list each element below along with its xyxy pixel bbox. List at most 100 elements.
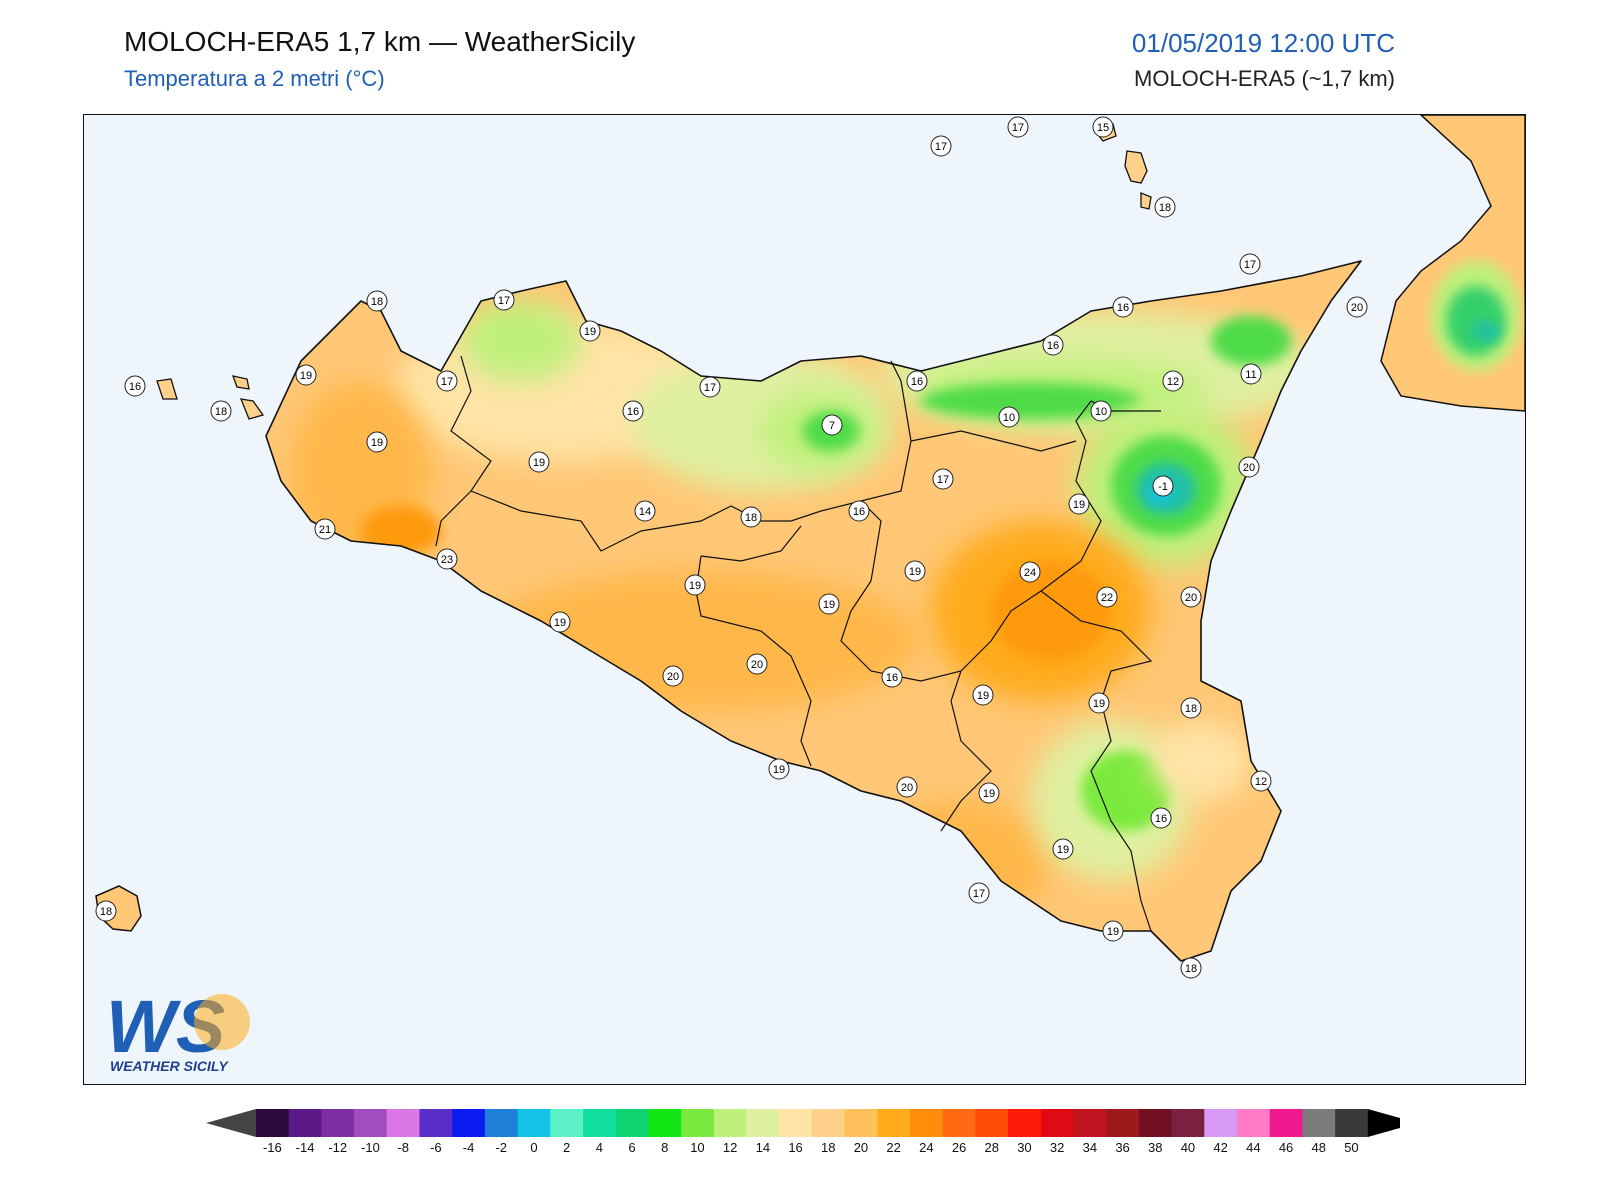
colorbar-label: 40 bbox=[1181, 1140, 1195, 1155]
station-marker: 19 bbox=[978, 782, 1000, 804]
colorbar-swatch bbox=[517, 1109, 551, 1137]
station-marker: 19 bbox=[295, 364, 317, 386]
station-value: 19 bbox=[909, 566, 921, 578]
station-marker: 17 bbox=[699, 376, 721, 398]
station-value: 17 bbox=[937, 474, 949, 486]
station-value: 16 bbox=[853, 506, 865, 518]
station-marker: 18 bbox=[740, 506, 762, 528]
colorbar-min-arrow bbox=[206, 1109, 256, 1137]
colorbar-label: -12 bbox=[328, 1140, 347, 1155]
station-value: 17 bbox=[498, 295, 510, 307]
station-marker: 19 bbox=[1068, 493, 1090, 515]
station-value: 17 bbox=[704, 382, 716, 394]
colorbar-swatch bbox=[1008, 1109, 1042, 1137]
colorbar-label: 22 bbox=[886, 1140, 900, 1155]
station-marker: 20 bbox=[662, 665, 684, 687]
station-marker: 15 bbox=[1092, 116, 1114, 138]
colorbar-swatch bbox=[583, 1109, 617, 1137]
colorbar-label: 20 bbox=[854, 1140, 868, 1155]
colorbar-swatch bbox=[648, 1109, 682, 1137]
colorbar-label: 42 bbox=[1213, 1140, 1227, 1155]
colorbar-swatch bbox=[550, 1109, 584, 1137]
colorbar-label: 36 bbox=[1115, 1140, 1129, 1155]
colorbar-swatch bbox=[256, 1109, 290, 1137]
station-value: -1 bbox=[1158, 481, 1168, 493]
colorbar-label: 28 bbox=[985, 1140, 999, 1155]
station-marker: 16 bbox=[622, 400, 644, 422]
station-marker: 20 bbox=[1238, 456, 1260, 478]
station-marker: 20 bbox=[1180, 586, 1202, 608]
station-marker: 19 bbox=[1102, 920, 1124, 942]
station-value: 20 bbox=[751, 659, 763, 671]
sicily-landmass bbox=[265, 260, 1362, 962]
colorbar-swatch bbox=[321, 1109, 355, 1137]
station-value: 19 bbox=[554, 617, 566, 629]
station-value: 18 bbox=[1185, 963, 1197, 975]
station-value: 18 bbox=[215, 406, 227, 418]
station-marker: 12 bbox=[1162, 370, 1184, 392]
station-value: 17 bbox=[935, 141, 947, 153]
station-marker: 19 bbox=[818, 593, 840, 615]
colorbar-labels: -16 -14 -12 -10 -8 -6 -4 -2 0 2 4 6 8 10 12 14 16 18 20 22 2… bbox=[263, 1140, 1359, 1155]
colorbar-label: -8 bbox=[397, 1140, 409, 1155]
colorbar-swatch bbox=[746, 1109, 780, 1137]
colorbar-swatch bbox=[1237, 1109, 1271, 1137]
station-marker: 20 bbox=[1346, 296, 1368, 318]
station-marker: 19 bbox=[684, 574, 706, 596]
colorbar-label: 2 bbox=[563, 1140, 570, 1155]
station-value: 14 bbox=[639, 506, 651, 518]
station-value: 16 bbox=[1155, 813, 1167, 825]
station-value: 19 bbox=[300, 370, 312, 382]
station-value: 11 bbox=[1245, 369, 1256, 381]
station-value: 17 bbox=[1012, 122, 1024, 134]
colorbar-swatch bbox=[1073, 1109, 1107, 1137]
station-marker: 19 bbox=[768, 758, 790, 780]
station-value: 24 bbox=[1024, 567, 1036, 579]
station-value: 18 bbox=[745, 512, 757, 524]
station-marker: 18 bbox=[1180, 957, 1202, 979]
station-marker: 10 bbox=[998, 406, 1020, 428]
station-marker: 12 bbox=[1250, 770, 1272, 792]
station-marker: 18 bbox=[1154, 196, 1176, 218]
station-marker: 16 bbox=[1042, 334, 1064, 356]
colorbar-label: 18 bbox=[821, 1140, 835, 1155]
station-value: 18 bbox=[371, 296, 383, 308]
station-value: 19 bbox=[983, 788, 995, 800]
colorbar-label: -4 bbox=[463, 1140, 475, 1155]
station-value: 20 bbox=[901, 782, 913, 794]
logo-caption: WEATHER SICILY bbox=[110, 1058, 228, 1074]
station-value: 19 bbox=[371, 437, 383, 449]
station-value: 18 bbox=[1185, 703, 1197, 715]
station-marker: 17 bbox=[932, 468, 954, 490]
station-value: 16 bbox=[1117, 302, 1129, 314]
map-panel: 17 17 15 18 17 16 20 18 17 19 16 19 18 1… bbox=[83, 114, 1526, 1085]
station-marker: 19 bbox=[549, 611, 571, 633]
station-marker: 17 bbox=[493, 289, 515, 311]
colorbar-swatch bbox=[484, 1109, 519, 1137]
colorbar-swatch bbox=[1171, 1109, 1205, 1137]
colorbar-label: 16 bbox=[788, 1140, 802, 1155]
station-marker: 18 bbox=[210, 400, 232, 422]
station-marker: 19 bbox=[366, 431, 388, 453]
station-value: 22 bbox=[1101, 592, 1113, 604]
station-marker: 16 bbox=[848, 500, 870, 522]
station-value: 17 bbox=[441, 376, 453, 388]
station-value: 18 bbox=[1159, 202, 1171, 214]
station-value: 10 bbox=[1003, 412, 1015, 424]
model-name: MOLOCH-ERA5 (~1,7 km) bbox=[1134, 66, 1395, 91]
station-marker: 11 bbox=[1240, 363, 1262, 385]
station-value: 12 bbox=[1167, 376, 1179, 388]
colorbar-swatch bbox=[1040, 1109, 1074, 1137]
colorbar-swatch bbox=[811, 1109, 846, 1137]
calabria-landmass bbox=[1380, 115, 1525, 412]
colorbar-label: -2 bbox=[495, 1140, 507, 1155]
station-marker: 19 bbox=[579, 320, 601, 342]
station-marker: 16 bbox=[906, 370, 928, 392]
map-title: MOLOCH-ERA5 1,7 km — WeatherSicily bbox=[124, 26, 636, 57]
station-value: 19 bbox=[1073, 499, 1085, 511]
colorbar-swatch bbox=[910, 1109, 944, 1137]
colorbar-label: 30 bbox=[1017, 1140, 1031, 1155]
station-marker: 19 bbox=[904, 560, 926, 582]
station-value: 16 bbox=[886, 672, 898, 684]
colorbar-label: -16 bbox=[263, 1140, 282, 1155]
